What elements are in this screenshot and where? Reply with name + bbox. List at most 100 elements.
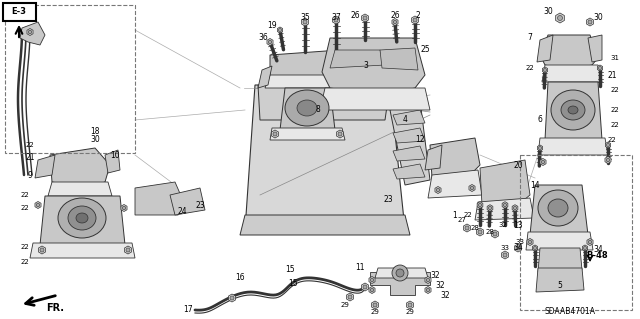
Polygon shape — [512, 205, 518, 211]
Polygon shape — [258, 66, 272, 88]
Polygon shape — [121, 204, 127, 211]
Polygon shape — [48, 182, 112, 196]
Text: 25: 25 — [420, 46, 430, 55]
Circle shape — [470, 186, 474, 190]
Text: 32: 32 — [440, 291, 450, 300]
Text: E-3: E-3 — [12, 8, 26, 17]
Polygon shape — [538, 138, 608, 155]
Polygon shape — [605, 142, 611, 148]
Circle shape — [396, 269, 404, 277]
Polygon shape — [27, 28, 33, 35]
Text: 32: 32 — [430, 271, 440, 279]
Circle shape — [371, 288, 374, 292]
Polygon shape — [425, 145, 442, 170]
Polygon shape — [372, 301, 378, 309]
Text: 22: 22 — [26, 142, 35, 148]
Text: 29: 29 — [371, 309, 380, 315]
Text: 22: 22 — [20, 192, 29, 198]
Text: 35: 35 — [300, 12, 310, 21]
Polygon shape — [348, 62, 365, 82]
Polygon shape — [515, 244, 522, 252]
Text: 32: 32 — [499, 222, 508, 228]
Text: 30: 30 — [90, 136, 100, 145]
Circle shape — [363, 285, 367, 289]
Bar — [3, 3, 36, 21]
Text: 22: 22 — [611, 122, 620, 128]
Polygon shape — [480, 160, 530, 205]
Ellipse shape — [568, 106, 578, 114]
Polygon shape — [538, 248, 582, 272]
Text: 3: 3 — [364, 61, 369, 70]
Polygon shape — [369, 286, 375, 293]
Polygon shape — [586, 18, 593, 26]
Polygon shape — [320, 88, 430, 110]
Polygon shape — [301, 18, 308, 26]
Text: 15: 15 — [288, 279, 298, 288]
Polygon shape — [380, 48, 418, 70]
Polygon shape — [545, 82, 602, 140]
Text: 22: 22 — [611, 107, 620, 113]
Polygon shape — [425, 277, 431, 284]
Circle shape — [534, 247, 536, 249]
Text: 6: 6 — [538, 115, 543, 124]
Text: 24: 24 — [177, 207, 187, 217]
Circle shape — [426, 278, 429, 282]
Text: SDAAB4701A: SDAAB4701A — [545, 308, 595, 316]
Polygon shape — [393, 128, 425, 143]
Text: 1: 1 — [452, 211, 458, 219]
Polygon shape — [390, 100, 430, 185]
Circle shape — [278, 28, 282, 32]
Polygon shape — [270, 50, 360, 80]
Text: 20: 20 — [513, 160, 523, 169]
Ellipse shape — [68, 206, 96, 230]
Circle shape — [122, 206, 125, 210]
Polygon shape — [430, 138, 480, 178]
Polygon shape — [330, 50, 385, 68]
Polygon shape — [362, 283, 369, 291]
Polygon shape — [393, 110, 425, 125]
Circle shape — [408, 303, 412, 307]
Ellipse shape — [297, 100, 317, 116]
Text: 23: 23 — [383, 196, 393, 204]
Circle shape — [268, 40, 272, 44]
Text: 27: 27 — [458, 217, 467, 223]
Text: 34: 34 — [593, 246, 603, 255]
Text: FR.: FR. — [46, 303, 64, 313]
Text: 18: 18 — [90, 128, 100, 137]
Text: 16: 16 — [235, 273, 245, 283]
Circle shape — [607, 144, 609, 146]
Circle shape — [503, 253, 507, 257]
Polygon shape — [540, 159, 546, 166]
Polygon shape — [50, 148, 110, 188]
Polygon shape — [277, 27, 283, 33]
Ellipse shape — [551, 90, 595, 130]
Polygon shape — [487, 205, 493, 211]
Text: 22: 22 — [20, 259, 29, 265]
Polygon shape — [597, 65, 603, 71]
Circle shape — [513, 206, 516, 210]
Text: 22: 22 — [611, 87, 620, 93]
Text: 14: 14 — [530, 181, 540, 189]
Polygon shape — [588, 35, 602, 62]
Ellipse shape — [548, 199, 568, 217]
Text: 22: 22 — [463, 212, 472, 218]
Circle shape — [488, 206, 492, 210]
Circle shape — [584, 247, 586, 249]
Polygon shape — [271, 130, 278, 138]
Polygon shape — [477, 228, 483, 236]
Polygon shape — [38, 246, 45, 254]
Circle shape — [413, 18, 417, 22]
Polygon shape — [370, 272, 430, 295]
Circle shape — [338, 132, 342, 136]
Text: B-48: B-48 — [586, 250, 608, 259]
Text: 17: 17 — [183, 306, 193, 315]
Polygon shape — [245, 85, 405, 230]
Text: 13: 13 — [513, 220, 523, 229]
Polygon shape — [322, 38, 425, 95]
Text: 31: 31 — [611, 55, 620, 61]
Text: 19: 19 — [267, 20, 277, 29]
Polygon shape — [475, 198, 534, 220]
Circle shape — [36, 203, 40, 207]
Circle shape — [478, 230, 482, 234]
Polygon shape — [393, 164, 425, 179]
